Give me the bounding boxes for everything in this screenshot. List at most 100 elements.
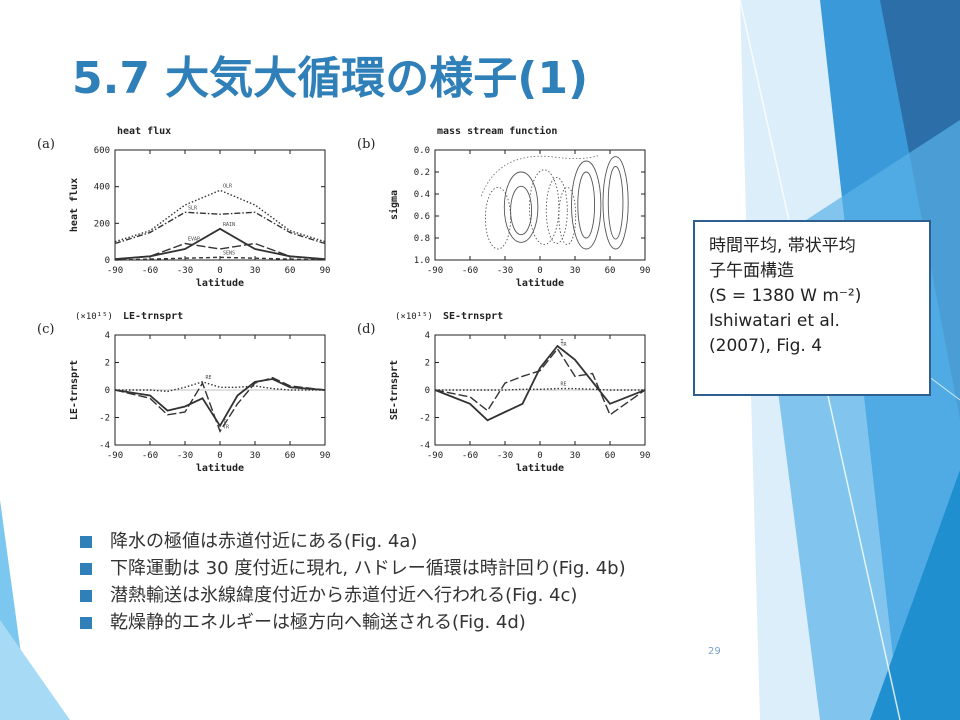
x-tick-label: -30 <box>497 266 513 276</box>
y-tick-label: 400 <box>94 183 110 193</box>
stream-contour <box>571 160 602 250</box>
x-tick-label: 60 <box>285 266 296 276</box>
x-axis-label: latitude <box>196 462 244 474</box>
x-tick-label: -90 <box>107 266 123 276</box>
panel-label: (c) <box>37 322 54 337</box>
x-tick-label: 90 <box>640 266 651 276</box>
axis-scale-label: (×10¹⁵) <box>75 312 113 322</box>
y-tick-label: -4 <box>419 441 430 451</box>
series-annotation: SENS <box>223 250 235 256</box>
y-tick-label: 0 <box>425 386 430 396</box>
series-line-t <box>434 344 646 422</box>
y-tick-label: 0.2 <box>414 168 430 178</box>
x-tick-label: 0 <box>537 451 542 461</box>
x-tick-label: 30 <box>570 451 581 461</box>
y-tick-label: 0.4 <box>414 190 430 200</box>
y-axis-label: sigma <box>388 190 400 220</box>
stream-contour <box>510 185 533 236</box>
x-tick-label: 30 <box>250 451 261 461</box>
bullet-list: 降水の極値は赤道付近にある(Fig. 4a) 下降運動は 30 度付近に現れ, … <box>80 528 626 636</box>
x-tick-label: 0 <box>217 451 222 461</box>
x-tick-label: -60 <box>142 451 158 461</box>
citation-line: (2007), Fig. 4 <box>709 336 823 356</box>
x-axis-label: latitude <box>516 277 564 289</box>
y-axis-label: LE-trnsprt <box>69 360 80 420</box>
citation-line: Ishiwatari et al. <box>709 311 840 331</box>
y-tick-label: 1.0 <box>414 256 430 266</box>
panel-title: heat flux <box>117 126 171 137</box>
x-tick-label: -30 <box>177 266 193 276</box>
bullet-item: 下降運動は 30 度付近に現れ, ハドレー循環は時計回り(Fig. 4b) <box>80 555 626 582</box>
citation-line: (S = 1380 W m⁻²) <box>709 286 862 306</box>
series-annotation: TR <box>223 424 230 430</box>
stream-contour <box>607 166 624 240</box>
page-number: 29 <box>708 646 721 657</box>
y-tick-label: 0.0 <box>414 146 430 156</box>
x-tick-label: 60 <box>605 266 616 276</box>
y-tick-label: 0 <box>105 386 110 396</box>
x-tick-label: 90 <box>640 451 651 461</box>
x-tick-label: -60 <box>462 451 478 461</box>
series-line-t <box>114 378 326 428</box>
y-axis-label: heat flux <box>69 178 80 232</box>
x-tick-label: -30 <box>177 451 193 461</box>
x-tick-label: 30 <box>570 266 581 276</box>
series-annotation: SLR <box>188 205 198 211</box>
axis-scale-label: (×10¹⁵) <box>395 312 433 322</box>
stream-contour <box>602 156 629 250</box>
square-bullet-icon <box>80 617 92 629</box>
y-tick-label: 0.8 <box>414 234 430 244</box>
series-annotation: RE <box>206 375 212 381</box>
plot-frame <box>114 149 326 261</box>
plot-frame <box>434 149 646 261</box>
stream-contour <box>484 186 512 250</box>
bullet-item: 潜熱輸送は氷線緯度付近から赤道付近へ行われる(Fig. 4c) <box>80 582 626 609</box>
series-annotation: RE <box>561 382 567 388</box>
series-line-tr <box>434 347 646 416</box>
x-tick-label: -90 <box>427 451 443 461</box>
stream-contour <box>558 186 577 246</box>
citation-box: 時間平均, 帯状平均 子午面構造 (S = 1380 W m⁻²) Ishiwa… <box>693 220 931 396</box>
series-annotation: TR <box>561 342 568 348</box>
citation-line: 子午面構造 <box>709 261 794 281</box>
y-tick-label: 200 <box>94 219 110 229</box>
series-line-evap <box>114 242 326 260</box>
x-tick-label: -60 <box>142 266 158 276</box>
series-line-rain <box>114 227 326 260</box>
y-tick-label: -2 <box>419 414 430 424</box>
square-bullet-icon <box>80 590 92 602</box>
stream-contour <box>577 171 596 239</box>
stream-contour <box>545 177 568 244</box>
y-tick-label: -2 <box>99 414 110 424</box>
bullet-item: 乾燥静的エネルギーは極方向へ輸送される(Fig. 4d) <box>80 609 626 636</box>
series-annotation: T <box>561 339 564 345</box>
decor-left-triangle-light <box>0 620 70 720</box>
y-tick-label: -4 <box>99 441 110 451</box>
series-line-tr <box>114 376 326 433</box>
x-tick-label: 90 <box>320 266 331 276</box>
bullet-text: 下降運動は 30 度付近に現れ, ハドレー循環は時計回り(Fig. 4b) <box>110 558 626 579</box>
stream-contour-upper <box>480 155 599 197</box>
stream-contour <box>529 169 560 246</box>
square-bullet-icon <box>80 563 92 575</box>
series-line-re <box>115 381 325 393</box>
x-tick-label: 60 <box>605 451 616 461</box>
bullet-text: 乾燥静的エネルギーは極方向へ輸送される(Fig. 4d) <box>110 612 526 633</box>
x-tick-label: -60 <box>462 266 478 276</box>
bullet-text: 潜熱輸送は氷線緯度付近から赤道付近へ行われる(Fig. 4c) <box>110 585 578 606</box>
panel-title: LE-trnsprt <box>123 311 183 322</box>
figure-4: (a) heat flux latitude heat flux -90 -60 -30 0 3… <box>37 125 651 474</box>
x-tick-label: -30 <box>497 451 513 461</box>
panel-label: (a) <box>37 137 55 152</box>
bullet-item: 降水の極値は赤道付近にある(Fig. 4a) <box>80 528 626 555</box>
series-annotation: EVAP <box>188 237 200 243</box>
y-tick-label: 4 <box>425 331 430 341</box>
y-tick-label: 2 <box>105 359 110 369</box>
x-tick-label: 0 <box>217 266 222 276</box>
panel-title: SE-trnsprt <box>443 311 503 322</box>
x-tick-label: 0 <box>537 266 542 276</box>
series-annotation: RAIN <box>223 222 235 228</box>
square-bullet-icon <box>80 536 92 548</box>
x-axis-label: latitude <box>196 277 244 289</box>
decor-corner-panel <box>870 470 960 720</box>
